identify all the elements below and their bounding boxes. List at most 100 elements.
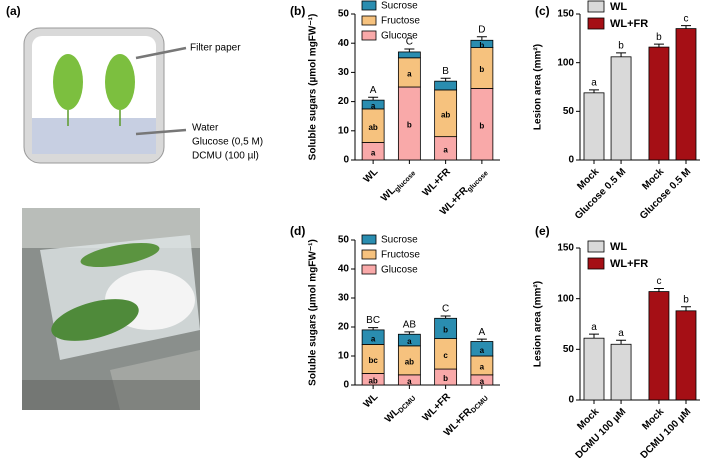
group-letter: BC [366,315,380,326]
error-bar [476,36,487,41]
x-tick-label: WL+FR [420,166,453,199]
significance-letter: a [371,334,376,343]
y-tick-label: 10 [338,351,350,362]
significance-letter: c [656,276,661,287]
error-bar [368,327,379,330]
error-bar [404,48,415,52]
legend-swatch [587,240,605,253]
chart-panel: (d)Soluble sugars (µmol mgFW⁻¹) 0 10 20 30 40… [290,224,500,438]
y-tick-label: 150 [557,9,574,20]
panel-label: (d) [290,224,305,238]
legend-label: Glucose [381,265,418,276]
x-tick-label: WLglucose [379,166,418,205]
significance-letter: a [591,322,597,333]
significance-letter: a [371,148,376,157]
group-letter: A [370,85,377,96]
legend-swatch [587,17,605,30]
y-tick-label: 50 [563,106,575,117]
y-tick-label: 20 [338,96,350,107]
category: WL [361,166,380,185]
category-subscript: glucose [394,170,418,194]
panel-label: (b) [290,4,305,18]
bar [675,310,697,401]
x-tick-label: WL+FR [420,391,453,424]
significance-letter: b [618,41,624,52]
category: WL+FR [420,166,453,199]
significance-letter: a [443,145,448,154]
bar-segment [397,51,421,59]
legend-label: Sucrose [381,235,418,246]
legend-label: Fructose [381,250,420,261]
significance-letter: bc [368,356,378,365]
significance-letter: c [684,13,689,24]
y-tick-label: 20 [338,322,350,333]
error-bar [653,288,664,292]
category-subscript: glucose [466,170,490,194]
significance-letter: b [479,65,484,74]
y-tick-label: 0 [568,395,574,406]
group-letter: B [442,66,449,77]
legend-swatch [361,264,377,275]
significance-letter: b [656,32,662,43]
significance-letter: a [407,70,412,79]
error-bar [589,333,599,339]
x-tick-label: WL [361,391,380,410]
significance-letter: c [443,351,448,360]
error-bar [616,339,627,345]
category: WL+FR [420,391,453,424]
y-axis-label: Soluble sugars (µmol mgFW⁻¹) [308,239,319,386]
significance-letter: b [443,374,448,383]
legend-swatch [361,30,377,41]
x-tick-label: WL [361,166,380,185]
y-tick-label: 30 [338,293,350,304]
bar [675,28,697,161]
y-axis-label: Lesion area (mm²) [533,44,544,130]
y-tick-label: 0 [343,155,349,166]
chart-panel: (c)Lesion area (mm²)050100150MockGlucose… [533,0,700,222]
y-axis-label: Lesion area (mm²) [533,281,544,367]
y-tick-label: 100 [557,293,574,304]
legend-label: WL [610,241,627,253]
y-tick-label: 50 [338,235,350,246]
legend-label: WL [610,1,627,13]
bar [648,46,670,161]
significance-letter: ab [368,376,377,385]
water [32,118,156,154]
error-bar [368,96,379,101]
bar [610,343,632,401]
group-letter: C [442,304,449,315]
y-tick-label: 50 [338,9,350,20]
panel-label: (c) [535,4,550,18]
legend-label: WL+FR [610,18,648,30]
significance-letter: a [591,78,597,89]
significance-letter: a [371,102,376,111]
legend-swatch [587,257,605,270]
legend-swatch [361,0,377,11]
bar [610,56,632,161]
legend-label: Fructose [381,16,420,27]
legend-swatch [361,15,377,26]
significance-letter: a [618,328,624,339]
annotation: Water [192,123,219,134]
significance-letter: ab [441,110,450,119]
annotation: DCMU (100 µl) [192,151,259,162]
significance-letter: a [407,377,412,386]
significance-letter: a [480,346,485,355]
error-bar [440,315,451,319]
bar [583,337,605,401]
legend-swatch [587,0,605,13]
x-tick-label: WLDCMU [383,391,418,426]
error-bar [681,25,691,29]
leaf [53,54,83,110]
significance-letter: b [683,294,689,305]
group-letter: A [479,327,486,338]
significance-letter: b [479,41,484,50]
leaf [105,54,135,110]
y-axis-label: Soluble sugars (µmol mgFW⁻¹) [308,14,319,161]
group-letter: AB [403,320,417,331]
y-tick-label: 10 [338,125,350,136]
legend-label: Sucrose [381,1,418,12]
category-subscript: DCMU [470,395,490,415]
